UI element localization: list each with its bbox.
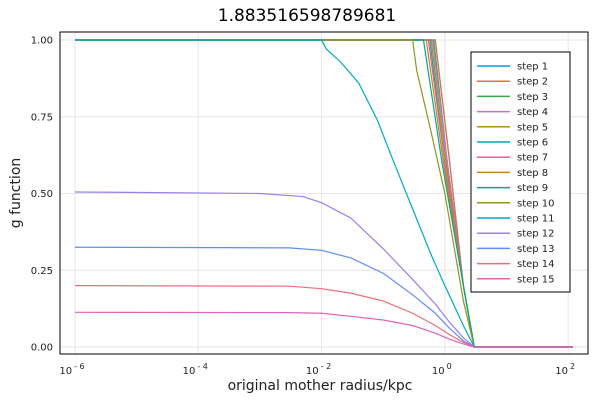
- legend-label: step 4: [517, 107, 548, 118]
- legend-label: step 7: [517, 153, 548, 164]
- y-tick-label: 0.50: [31, 189, 53, 200]
- y-ticks: 0.00 0.25 0.50 0.75 1.00: [31, 36, 53, 354]
- series-line-step-13: [74, 246, 573, 348]
- x-tick-label: 10 2: [555, 362, 575, 377]
- legend-label: step 8: [517, 168, 548, 179]
- x-tick-label: 10- 6: [59, 362, 84, 377]
- x-tick-label: 10- 4: [183, 362, 208, 377]
- series-line-step-10: [75, 39, 573, 348]
- y-tick-label: 0.25: [31, 266, 53, 277]
- legend-label: step 9: [517, 183, 548, 194]
- series-line-step-12: [74, 191, 573, 348]
- series-lines: [74, 39, 573, 348]
- legend-label: step 6: [517, 138, 548, 149]
- y-axis-label: g function: [8, 158, 24, 229]
- x-tick-label: 10- 2: [306, 362, 331, 377]
- legend-label: step 2: [517, 77, 548, 88]
- series-line-step-11: [75, 39, 573, 348]
- series-line-step-14: [74, 285, 573, 348]
- legend-label: step 1: [517, 62, 548, 73]
- legend: step 1 step 2 step 3 step 4 step 5 step 6 step…: [470, 51, 571, 293]
- legend-label: step 10: [517, 198, 555, 209]
- x-tick-label: 10 0: [432, 362, 452, 377]
- x-ticks: 10- 6 10- 4 10- 2 10 0 10 2: [59, 362, 575, 377]
- legend-label: step 12: [517, 229, 555, 240]
- legend-label: step 11: [517, 214, 555, 225]
- legend-label: step 5: [517, 122, 548, 133]
- y-tick-label: 0.00: [31, 343, 53, 354]
- x-axis-label: original mother radius/kpc: [228, 378, 413, 394]
- legend-label: step 14: [517, 259, 555, 270]
- chart-title: 1.883516598789681: [218, 6, 396, 26]
- legend-label: step 3: [517, 92, 548, 103]
- y-tick-label: 0.75: [31, 112, 53, 123]
- y-tick-label: 1.00: [31, 36, 53, 47]
- legend-label: step 13: [517, 244, 555, 255]
- plot-frame: [59, 31, 589, 355]
- legend-label: step 15: [517, 274, 555, 285]
- series-line-step-15: [74, 311, 573, 348]
